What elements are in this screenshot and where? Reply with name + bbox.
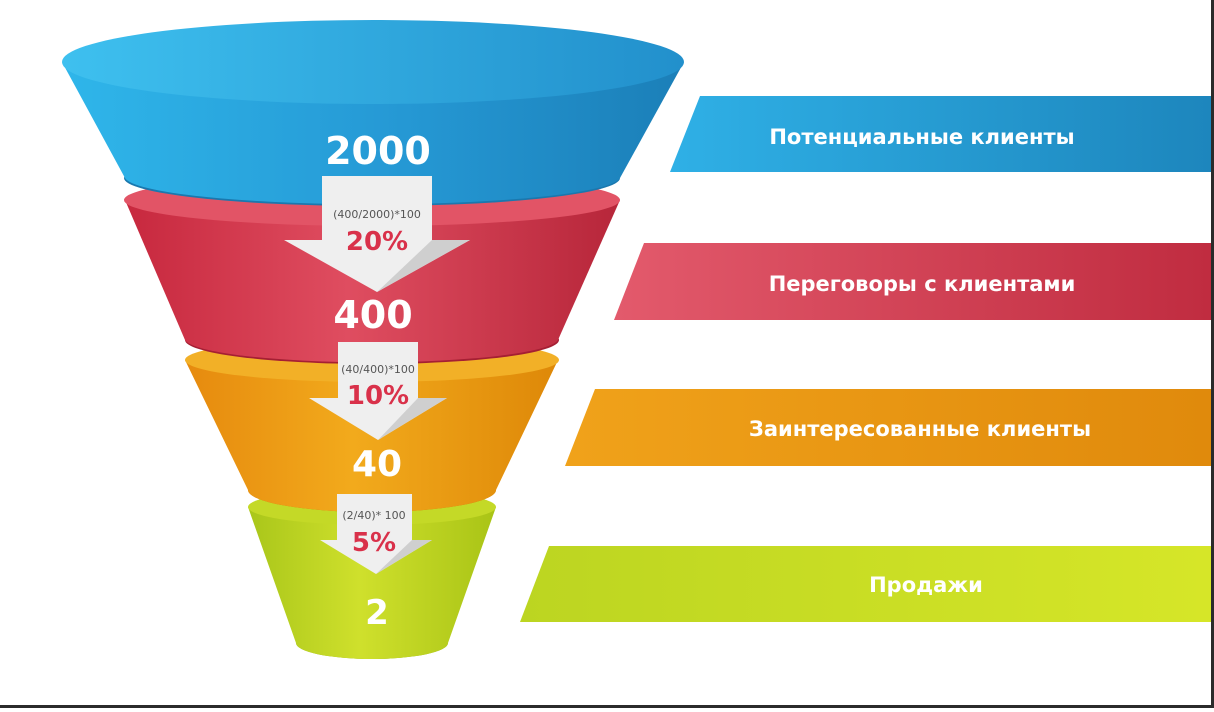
- funnel-value-3: 40: [352, 444, 402, 485]
- funnel-value-4: 2: [365, 593, 389, 633]
- funnel-tier-1: [62, 20, 684, 206]
- conversion-arrow-2: [309, 342, 447, 440]
- stage-band-2: Переговоры с клиентами: [614, 243, 1211, 320]
- conversion-percent-2: 10%: [347, 381, 409, 411]
- conversion-percent-1: 20%: [346, 227, 408, 257]
- frame-edge-right: [1211, 0, 1214, 708]
- stage-band-3: Заинтересованные клиенты: [565, 389, 1211, 466]
- frame-edge-bottom: [0, 705, 1214, 708]
- conversion-arrow-1: [284, 176, 470, 292]
- conversion-percent-3: 5%: [352, 528, 396, 558]
- stage-label-1: Потенциальные клиенты: [769, 125, 1074, 149]
- funnel-value-1: 2000: [325, 129, 431, 173]
- stage-band-4: Продажи: [520, 546, 1211, 622]
- stage-band-1: Потенциальные клиенты: [670, 96, 1211, 172]
- stage-label-2: Переговоры с клиентами: [769, 272, 1076, 296]
- conversion-formula-3: (2/40)* 100: [342, 509, 405, 522]
- stage-label-3: Заинтересованные клиенты: [749, 417, 1091, 441]
- funnel-value-2: 400: [333, 293, 412, 337]
- conversion-formula-1: (400/2000)*100: [333, 208, 421, 221]
- conversion-arrow-3: [320, 494, 432, 574]
- conversion-formula-2: (40/400)*100: [341, 363, 415, 376]
- stage-label-4: Продажи: [869, 573, 983, 597]
